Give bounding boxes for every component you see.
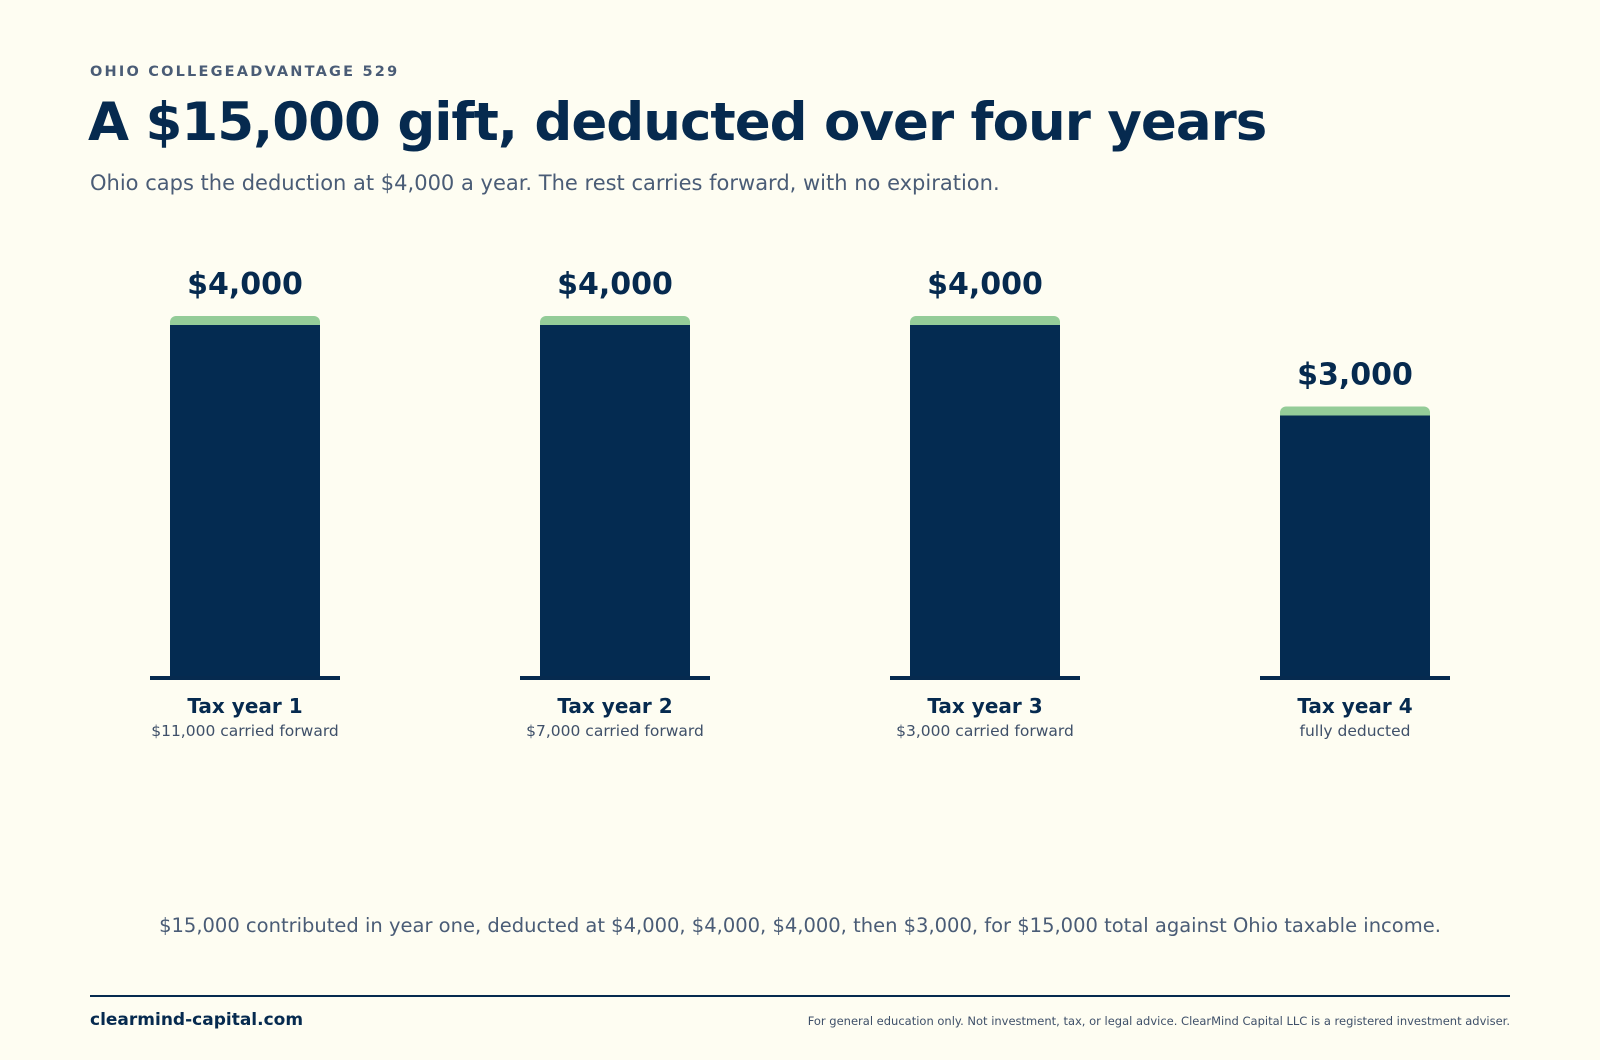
baseline-segment (890, 676, 1080, 680)
bar (540, 325, 690, 678)
carryforward-label: $3,000 carried forward (896, 722, 1074, 740)
bar (910, 325, 1060, 678)
value-label: $3,000 (1297, 358, 1413, 393)
chart-summary: $15,000 contributed in year one, deducte… (159, 914, 1441, 937)
bar-chart: $4,000 Tax year 1 $11,000 carried forward $… (150, 267, 1450, 740)
bar (1280, 415, 1430, 678)
category-label: Tax year 2 (557, 694, 672, 718)
disclaimer-text: For general education only. Not investme… (807, 1014, 1510, 1028)
page-title: A $15,000 gift, deducted over four years (88, 92, 1267, 153)
value-label: $4,000 (557, 267, 673, 302)
category-label: Tax year 3 (927, 694, 1042, 718)
carryforward-label: $7,000 carried forward (526, 722, 704, 740)
carryforward-label: fully deducted (1299, 722, 1410, 740)
value-label: $4,000 (187, 267, 303, 302)
eyebrow-label: OHIO COLLEGEADVANTAGE 529 (90, 64, 400, 80)
category-label: Tax year 4 (1297, 694, 1412, 718)
category-label: Tax year 1 (187, 694, 302, 718)
carryforward-label: $11,000 carried forward (151, 722, 339, 740)
bar (170, 325, 320, 678)
brand-link[interactable]: clearmind-capital.com (90, 1010, 304, 1030)
baseline-segment (1260, 676, 1450, 680)
baseline-segment (520, 676, 710, 680)
footer-divider (90, 995, 1510, 997)
page-subtitle: Ohio caps the deduction at $4,000 a year… (90, 171, 1000, 195)
baseline-segment (150, 676, 340, 680)
value-label: $4,000 (927, 267, 1043, 302)
